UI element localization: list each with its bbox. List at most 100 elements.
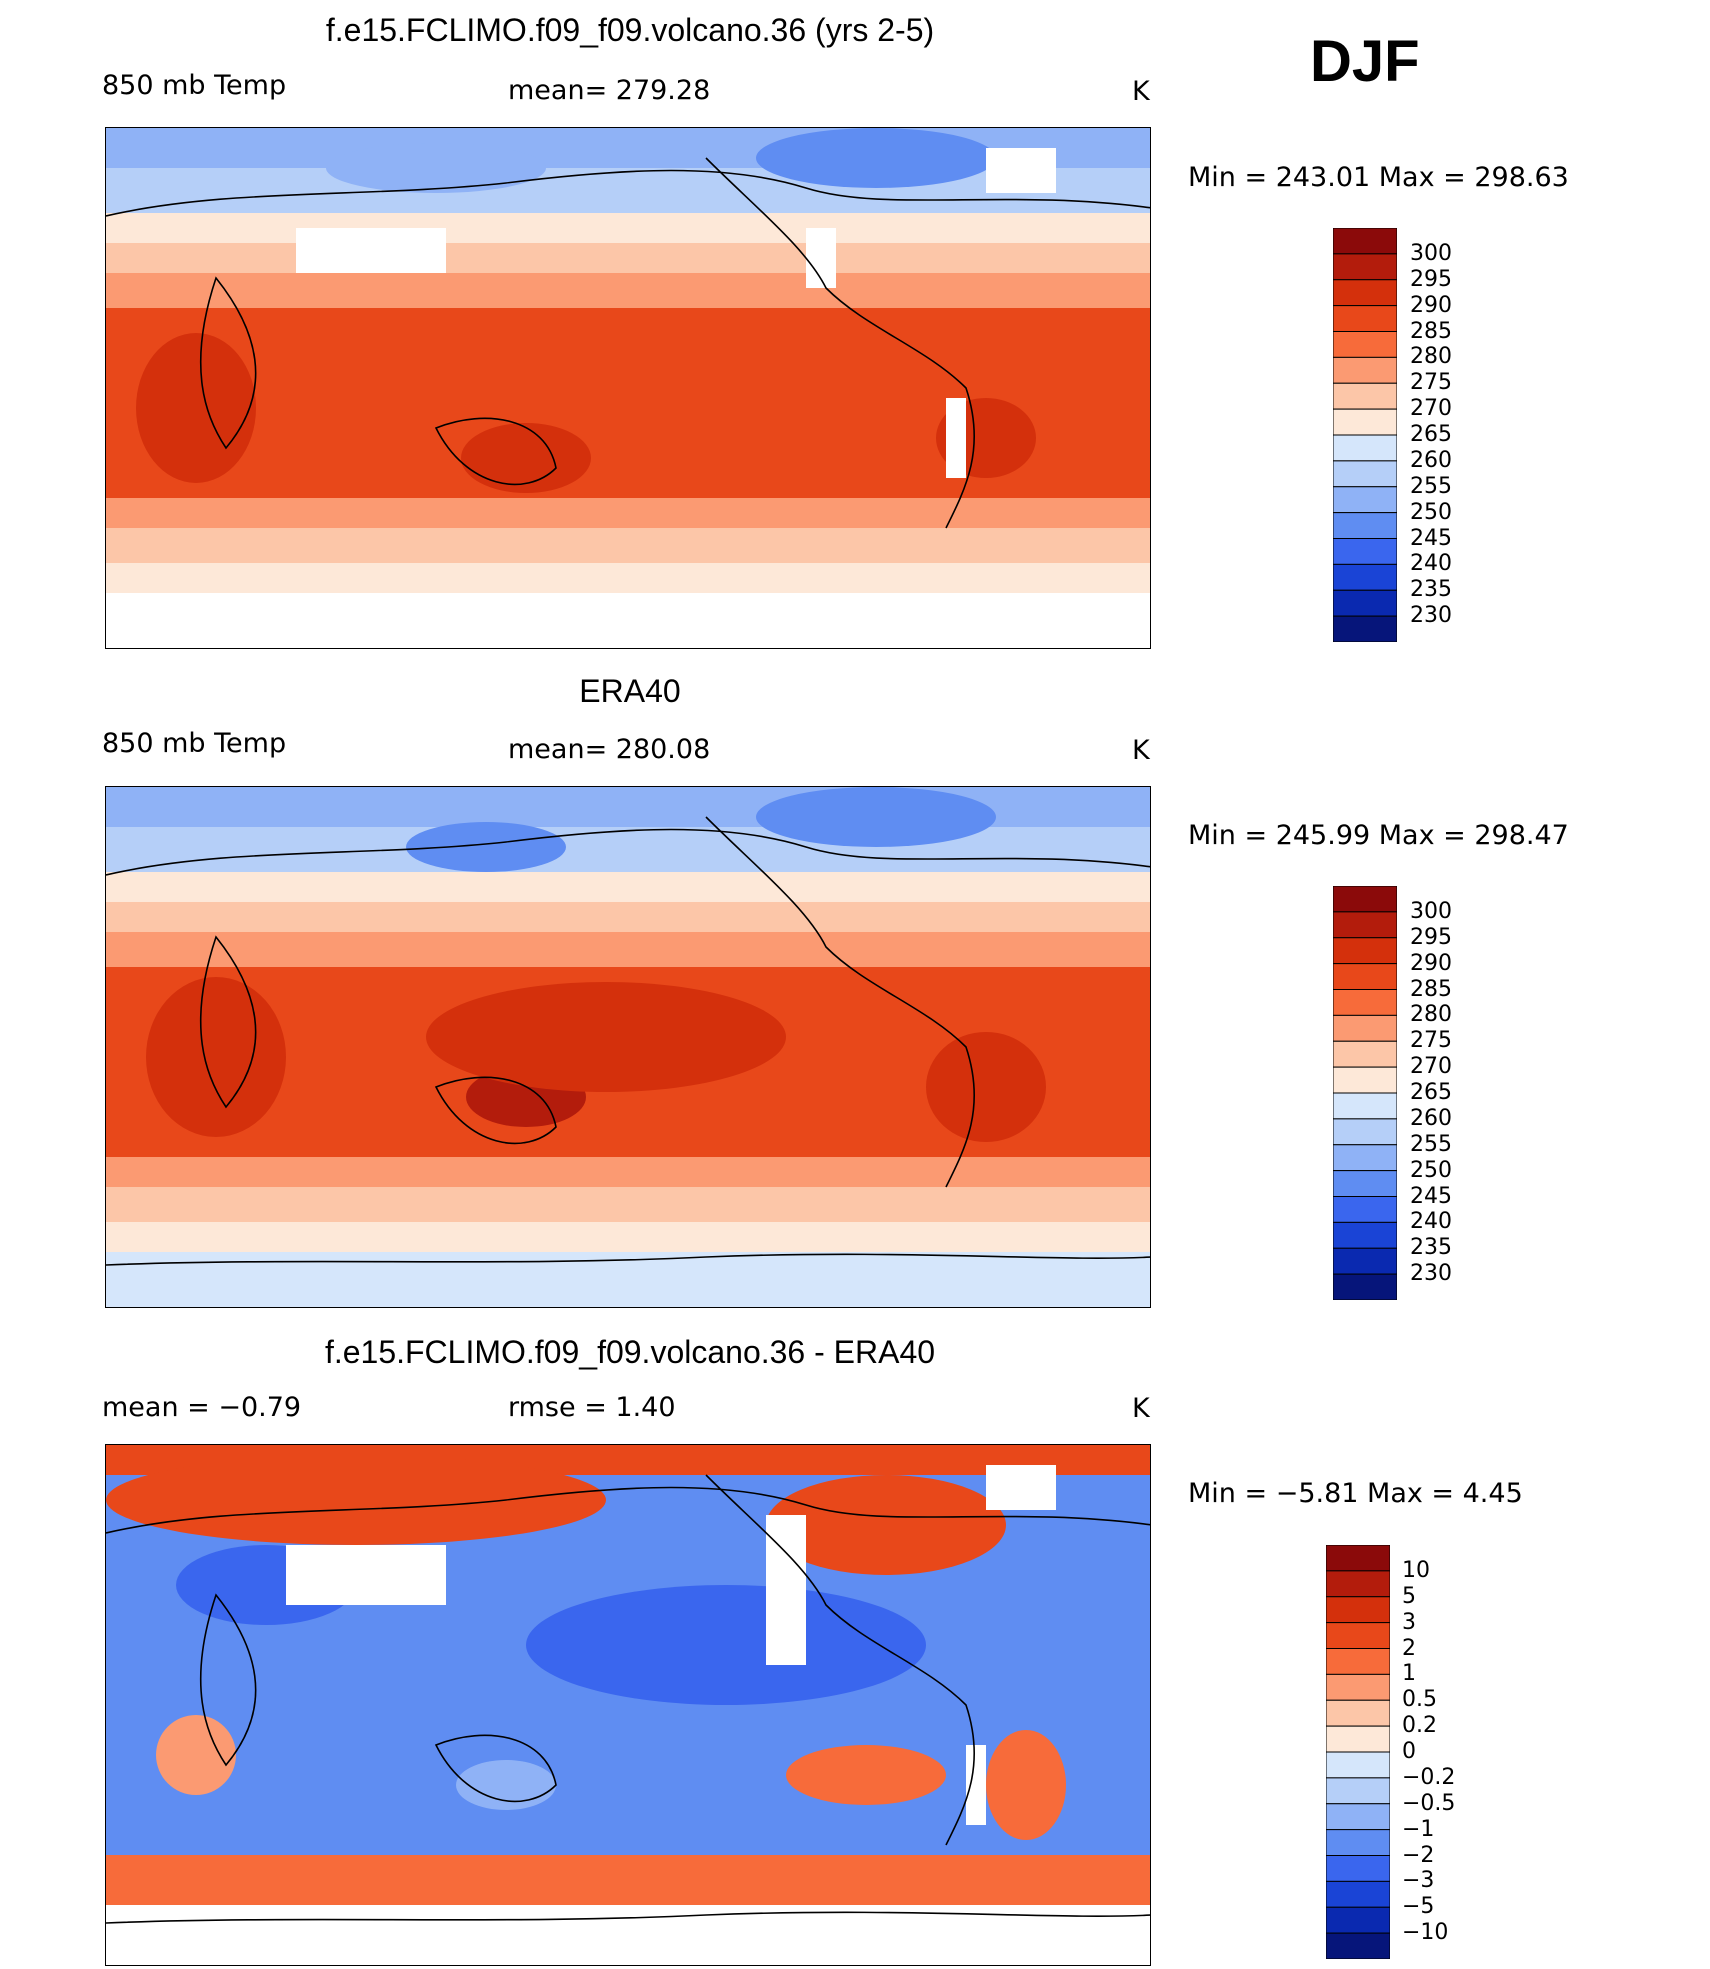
colorbar-swatch: [1333, 1221, 1397, 1249]
colorbar-tick-label: 1: [1402, 1661, 1416, 1687]
colorbar-swatch: [1333, 228, 1397, 255]
colorbar-tick-label: 285: [1410, 976, 1452, 1002]
panel-3-minmax: Min = −5.81 Max = 4.45: [1188, 1478, 1523, 1509]
colorbar-tick-label: 255: [1410, 473, 1452, 499]
colorbar-swatch: [1326, 1725, 1390, 1753]
panel-3-rmse-label: rmse = 1.40: [508, 1392, 676, 1423]
colorbar-tick-label: 265: [1410, 1080, 1452, 1105]
colorbar-swatch: [1333, 356, 1397, 384]
panel-3-field: [106, 1445, 1150, 1965]
colorbar-swatch: [1333, 1144, 1397, 1172]
colorbar-tick-label: 300: [1410, 898, 1452, 924]
panel-1-units: K: [1132, 76, 1150, 107]
colorbar-swatch: [1333, 1196, 1397, 1223]
colorbar-tick-label: 260: [1410, 1105, 1452, 1131]
colorbar-tick-label: 295: [1410, 266, 1452, 292]
colorbar-swatch: [1333, 538, 1397, 565]
colorbar-swatch: [1333, 382, 1397, 410]
colorbar-tick-label: 260: [1410, 447, 1452, 473]
colorbar-swatch: [1333, 563, 1397, 591]
colorbar-swatch: [1333, 1170, 1397, 1197]
colorbar-tick-label: −10: [1402, 1920, 1449, 1946]
panel-2-colorbar-labels: 300 295 290 285 280 275 270 265 260 255 250 245 240 2…: [1410, 886, 1490, 1300]
panel-1-mean-label: mean= 279.28: [508, 75, 711, 106]
panel-1-colorbar-labels: 300 295 290 285 280 275 270 265 260 255 250 245 240 2…: [1410, 228, 1490, 642]
colorbar-tick-label: 240: [1410, 1209, 1452, 1235]
panel-2-colorbar: [1333, 886, 1397, 1300]
colorbar-swatch: [1333, 1273, 1397, 1300]
colorbar-tick-label: 250: [1410, 499, 1452, 525]
panel-3-mean-label: mean = −0.79: [102, 1392, 302, 1423]
colorbar-swatch: [1333, 589, 1397, 617]
colorbar-swatch: [1333, 253, 1397, 281]
panel-2-map: [105, 786, 1151, 1308]
colorbar-swatch: [1326, 1906, 1390, 1934]
colorbar-tick-label: 255: [1410, 1131, 1452, 1157]
colorbar-swatch: [1326, 1932, 1390, 1959]
colorbar-tick-label: −1: [1402, 1816, 1435, 1842]
colorbar-tick-label: 10: [1402, 1557, 1430, 1583]
panel-3-colorbar: [1326, 1545, 1390, 1959]
panel-1-title: f.e15.FCLIMO.f09_f09.volcano.36 (yrs 2-5…: [325, 12, 935, 48]
colorbar-swatch: [1333, 512, 1397, 539]
panel-2-title: ERA40: [579, 673, 681, 709]
panel-1-left-label: 850 mb Temp: [102, 70, 287, 101]
colorbar-tick-label: 290: [1410, 292, 1452, 318]
colorbar-swatch: [1333, 486, 1397, 514]
colorbar-tick-label: −2: [1402, 1842, 1435, 1868]
colorbar-swatch: [1326, 1855, 1390, 1882]
colorbar-swatch: [1333, 331, 1397, 358]
colorbar-swatch: [1333, 615, 1397, 642]
colorbar-tick-label: 0.2: [1402, 1713, 1437, 1739]
colorbar-tick-label: 285: [1410, 318, 1452, 344]
panel-2-minmax: Min = 245.99 Max = 298.47: [1188, 820, 1569, 851]
colorbar-tick-label: 300: [1410, 240, 1452, 266]
colorbar-tick-label: −3: [1402, 1868, 1435, 1894]
colorbar-swatch: [1326, 1751, 1390, 1779]
colorbar-tick-label: 230: [1410, 603, 1452, 629]
colorbar-tick-label: 270: [1410, 1054, 1452, 1080]
colorbar-tick-label: 245: [1410, 525, 1452, 551]
colorbar-swatch: [1333, 1014, 1397, 1042]
colorbar-swatch: [1333, 989, 1397, 1016]
colorbar-swatch: [1326, 1648, 1390, 1675]
colorbar-swatch: [1333, 305, 1397, 332]
colorbar-swatch: [1326, 1570, 1390, 1598]
colorbar-swatch: [1326, 1880, 1390, 1908]
panel-1-colorbar: [1333, 228, 1397, 642]
colorbar-swatch: [1326, 1596, 1390, 1624]
panel-2-units: K: [1132, 735, 1150, 766]
colorbar-swatch: [1326, 1545, 1390, 1572]
colorbar-tick-label: 250: [1410, 1157, 1452, 1183]
colorbar-tick-label: 295: [1410, 924, 1452, 950]
colorbar-swatch: [1333, 963, 1397, 990]
panel-1-minmax: Min = 243.01 Max = 298.63: [1188, 162, 1569, 193]
panel-1-field: [106, 128, 1150, 648]
colorbar-swatch: [1326, 1699, 1390, 1727]
colorbar-swatch: [1333, 1118, 1397, 1146]
colorbar-swatch: [1326, 1622, 1390, 1649]
colorbar-tick-label: 290: [1410, 950, 1452, 976]
colorbar-tick-label: 2: [1402, 1635, 1416, 1661]
colorbar-tick-label: 245: [1410, 1183, 1452, 1209]
colorbar-tick-label: 275: [1410, 370, 1452, 396]
colorbar-tick-label: −0.2: [1402, 1764, 1456, 1790]
panel-2-mean-label: mean= 280.08: [508, 734, 711, 765]
panel-3-units: K: [1132, 1393, 1150, 1424]
colorbar-tick-label: 0.5: [1402, 1687, 1437, 1713]
panel-1-map: [105, 127, 1151, 649]
colorbar-swatch: [1333, 1066, 1397, 1094]
panel-2-field: [106, 787, 1150, 1307]
colorbar-tick-label: 270: [1410, 396, 1452, 422]
colorbar-swatch: [1333, 1092, 1397, 1120]
panel-3-title: f.e15.FCLIMO.f09_f09.volcano.36 - ERA40: [324, 1334, 936, 1370]
colorbar-swatch: [1333, 434, 1397, 462]
panel-3-colorbar-labels: 10 5 3 2 1 0.5 0.2 0 −0.2 −0.5 −1 −2 −3 −5 −10: [1402, 1545, 1492, 1959]
colorbar-swatch: [1326, 1829, 1390, 1856]
colorbar-swatch: [1333, 937, 1397, 965]
colorbar-swatch: [1333, 886, 1397, 913]
colorbar-tick-label: 280: [1410, 344, 1452, 370]
season-label: DJF: [1310, 29, 1420, 94]
colorbar-swatch: [1333, 279, 1397, 307]
panel-2-left-label: 850 mb Temp: [102, 728, 287, 759]
